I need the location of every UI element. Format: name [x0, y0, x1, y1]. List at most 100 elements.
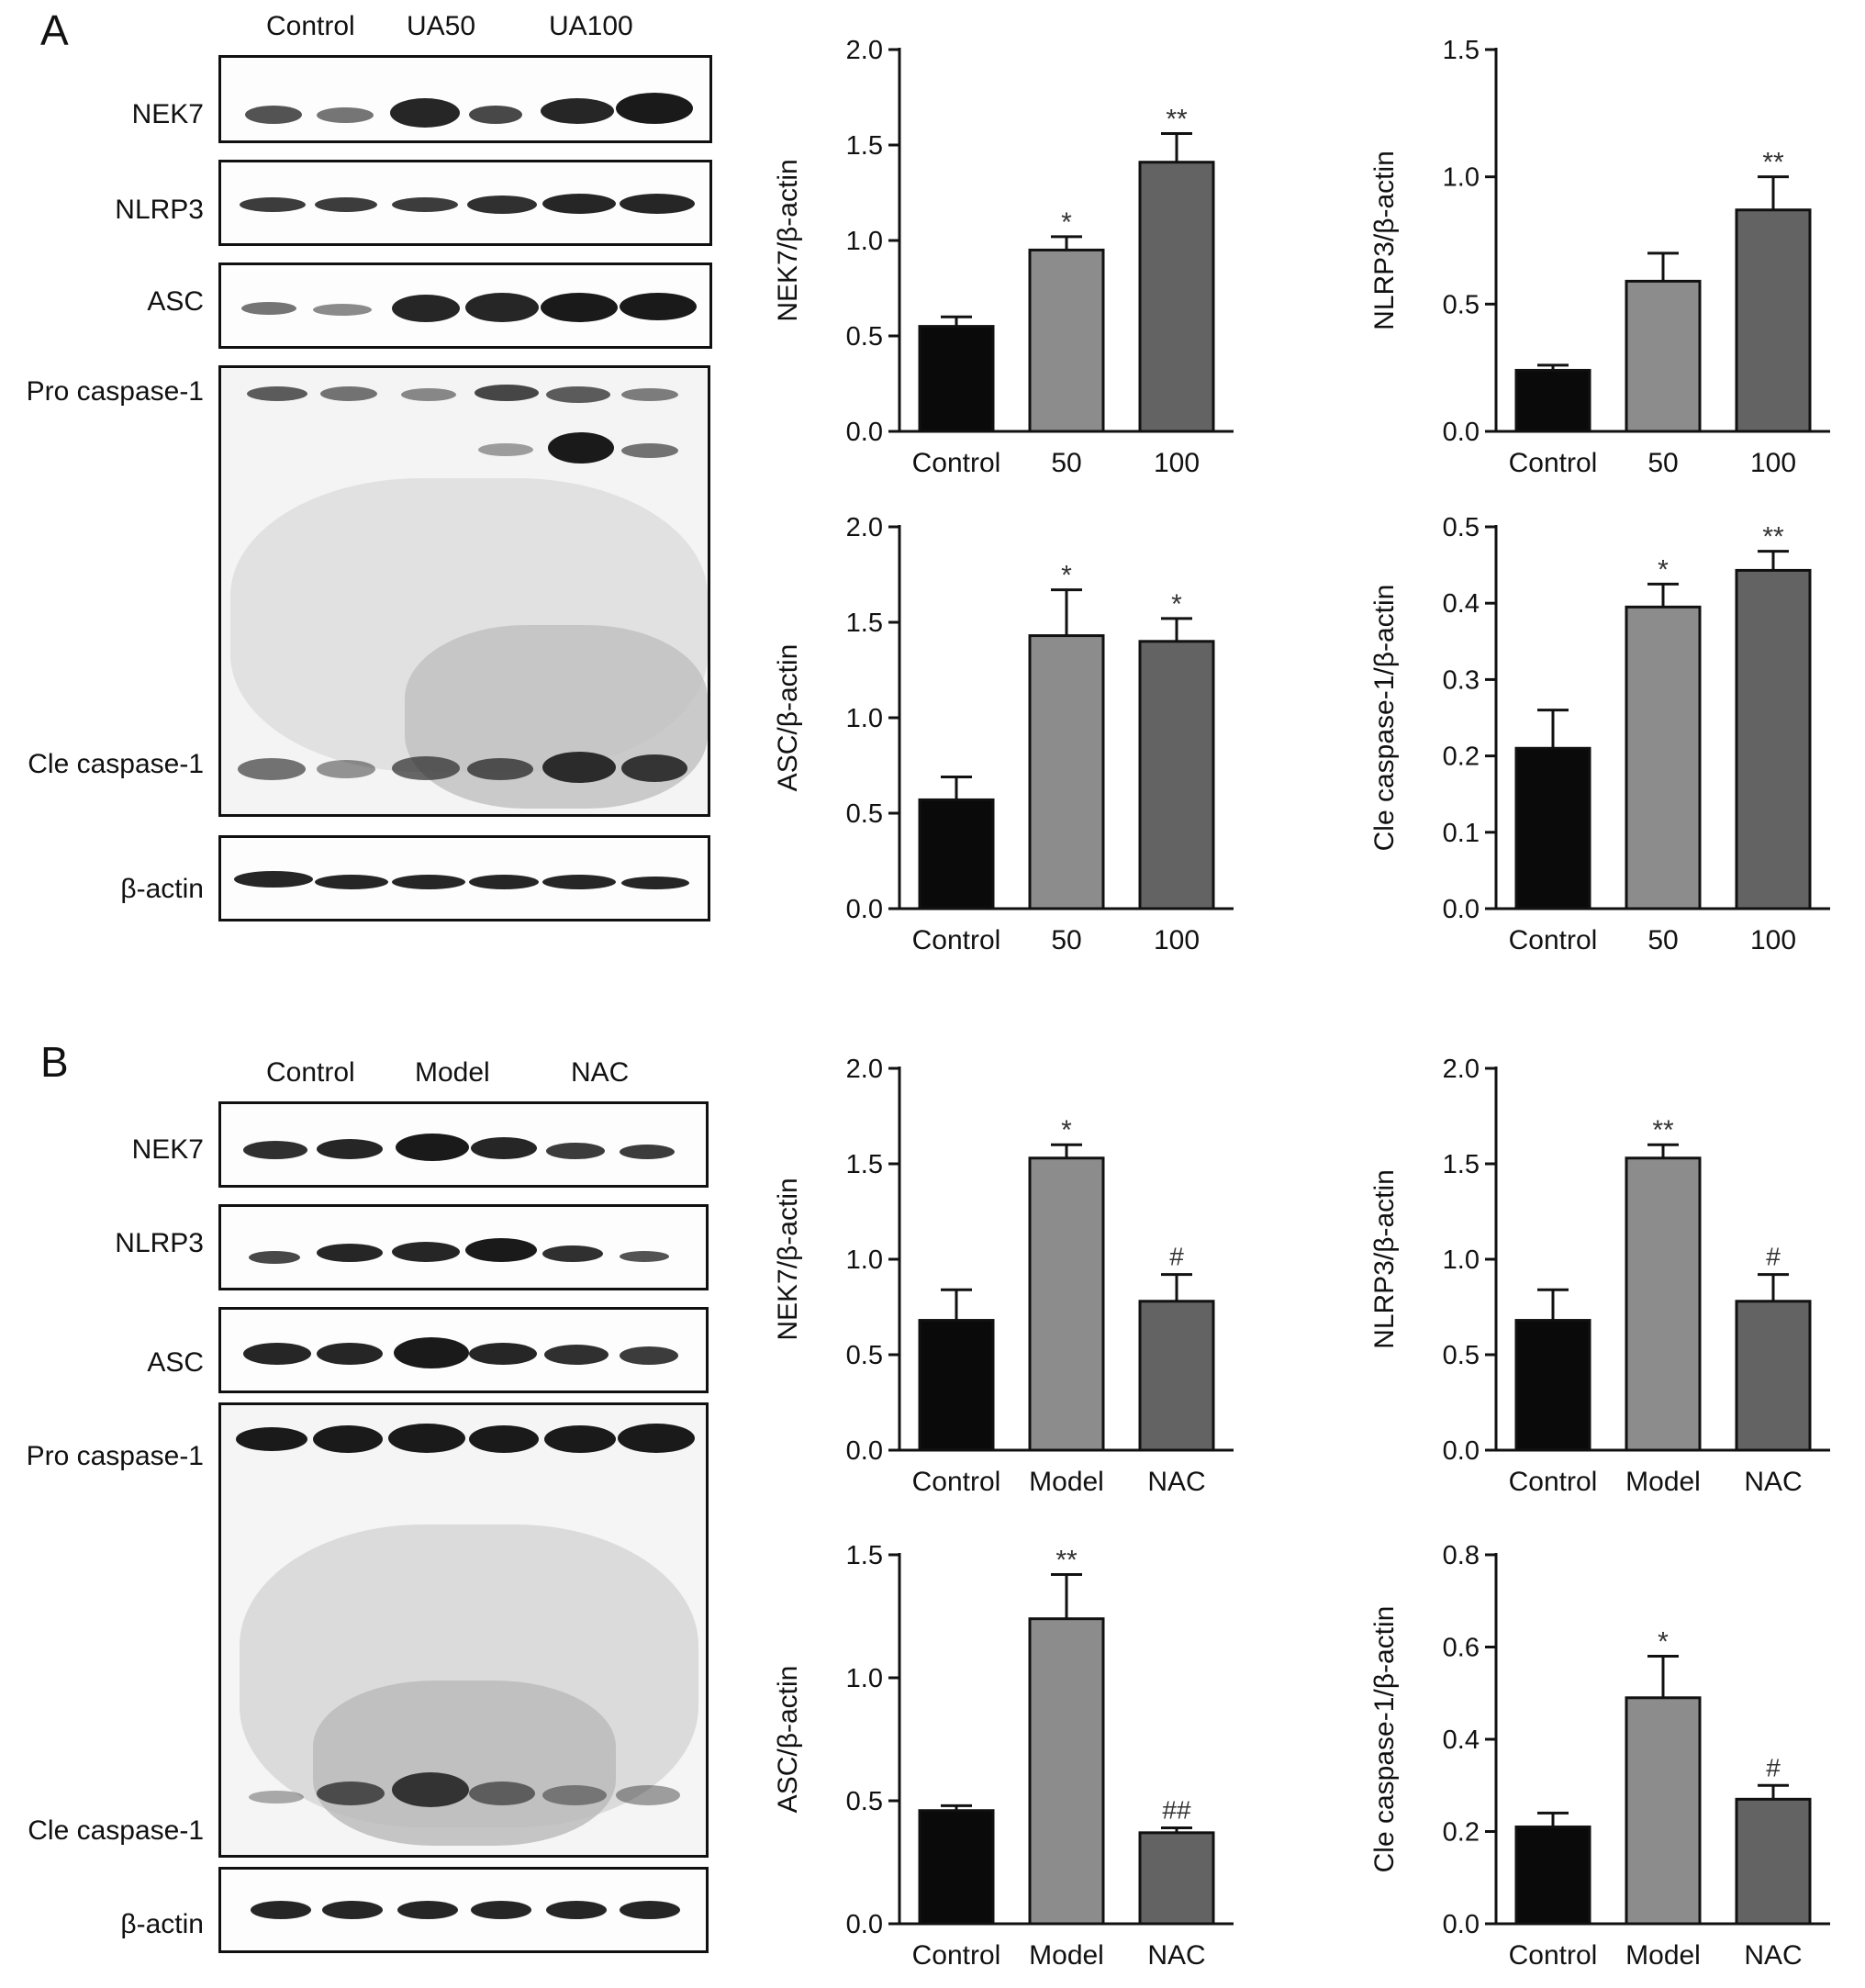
- blot-label-beta-actin-b: β-actin: [120, 1909, 204, 1939]
- y-tick-label: 0.5: [846, 799, 883, 829]
- blot-label-asc-b: ASC: [147, 1347, 204, 1378]
- y-tick-label: 0.2: [1443, 1818, 1480, 1848]
- x-tick-label: NAC: [1744, 1467, 1802, 1497]
- bar: [1625, 1696, 1702, 1926]
- blot-label-cle-caspase1: Cle caspase-1: [28, 749, 204, 779]
- significance-label: *: [1061, 207, 1072, 238]
- y-tick-label: 0.0: [846, 1910, 883, 1939]
- blot-image-caspase1-b: [218, 1402, 709, 1858]
- significance-label: **: [1652, 1115, 1674, 1145]
- x-tick-label: 50: [1647, 448, 1678, 478]
- y-axis-label: ASC/β-actin: [773, 644, 803, 792]
- bar: [1625, 1156, 1702, 1452]
- y-axis-label: NEK7/β-actin: [773, 159, 803, 321]
- x-tick-label: Model: [1625, 1467, 1701, 1497]
- bar-chart-b-nlrp3: NLRP3/β-actin 0.0 0.5 1.0 1.5 2.0 Control ** Mod…: [1369, 1055, 1830, 1497]
- y-tick-label: 1.0: [1443, 163, 1480, 193]
- y-tick-label: 2.0: [846, 513, 883, 542]
- y-tick-label: 0.4: [1443, 589, 1480, 619]
- significance-label: #: [1766, 1243, 1781, 1271]
- blot-label-asc: ASC: [147, 286, 204, 317]
- significance-label: **: [1762, 522, 1784, 553]
- bar: [1138, 640, 1215, 910]
- y-tick-label: 2.0: [1443, 1055, 1480, 1084]
- blot-image-caspase1: [218, 365, 710, 817]
- y-tick-label: 0.0: [1443, 1436, 1480, 1466]
- bar: [918, 798, 995, 910]
- x-tick-label: 50: [1051, 925, 1081, 955]
- x-tick-label: NAC: [1147, 1467, 1205, 1497]
- bar: [1138, 1300, 1215, 1452]
- blot-image-beta-actin: [218, 835, 710, 921]
- bar-chart-a-nek7: NEK7/β-actin 0.0 0.5 1.0 1.5 2.0 Control * 50 ** 1…: [773, 36, 1234, 478]
- x-tick-label: Control: [912, 448, 1001, 478]
- x-tick-label: 100: [1750, 925, 1796, 955]
- y-tick-label: 1.5: [846, 609, 883, 638]
- lane-header-ua100: UA100: [549, 11, 633, 41]
- y-tick-label: 1.0: [846, 1664, 883, 1693]
- panel-b-letter: B: [40, 1038, 69, 1086]
- blot-image-nek7-b: [218, 1101, 709, 1188]
- blot-label-nlrp3-b: NLRP3: [115, 1228, 204, 1258]
- x-tick-label: Model: [1029, 1467, 1104, 1497]
- lane-header-control: Control: [266, 11, 355, 41]
- x-tick-label: NAC: [1147, 1940, 1205, 1971]
- blot-label-nek7-b: NEK7: [131, 1134, 204, 1165]
- significance-label: #: [1169, 1243, 1184, 1271]
- blot-image-asc: [218, 262, 712, 349]
- y-tick-label: 0.5: [1443, 1341, 1480, 1370]
- panel-a-letter: A: [40, 6, 69, 54]
- y-tick-label: 0.6: [1443, 1634, 1480, 1663]
- bar: [1138, 161, 1215, 433]
- y-axis-label: NLRP3/β-actin: [1369, 151, 1400, 330]
- x-tick-label: 50: [1647, 925, 1678, 955]
- y-tick-label: 0.1: [1443, 819, 1480, 848]
- lane-header-ua50: UA50: [407, 11, 476, 41]
- y-axis-label: Cle caspase-1/β-actin: [1369, 585, 1400, 852]
- x-tick-label: Control: [912, 1467, 1001, 1497]
- bar: [1028, 634, 1105, 910]
- significance-label: *: [1658, 1627, 1669, 1658]
- y-tick-label: 1.5: [846, 1150, 883, 1179]
- bar: [1625, 279, 1702, 433]
- bar: [1735, 1797, 1812, 1926]
- y-tick-label: 0.0: [846, 418, 883, 447]
- blot-image-nlrp3: [218, 160, 712, 246]
- bar-chart-b-nek7: NEK7/β-actin 0.0 0.5 1.0 1.5 2.0 Control * Model…: [773, 1055, 1234, 1497]
- significance-label: **: [1055, 1545, 1078, 1575]
- bar: [1514, 1825, 1591, 1926]
- y-tick-label: 0.0: [846, 1436, 883, 1466]
- bar: [1028, 248, 1105, 433]
- y-tick-label: 0.0: [1443, 895, 1480, 924]
- significance-label: #: [1766, 1753, 1781, 1781]
- y-tick-label: 0.2: [1443, 743, 1480, 772]
- x-tick-label: Control: [1509, 448, 1598, 478]
- significance-label: *: [1658, 554, 1669, 585]
- bar: [918, 325, 995, 433]
- significance-label: **: [1762, 148, 1784, 178]
- y-tick-label: 2.0: [846, 36, 883, 65]
- lane-header-model: Model: [415, 1057, 490, 1088]
- y-tick-label: 1.5: [846, 131, 883, 161]
- blot-label-pro-caspase1-b: Pro caspase-1: [26, 1441, 204, 1471]
- bar: [1514, 746, 1591, 910]
- y-tick-label: 0.3: [1443, 665, 1480, 695]
- x-tick-label: Control: [1509, 1467, 1598, 1497]
- x-tick-label: Control: [1509, 1940, 1598, 1971]
- y-tick-label: 1.5: [1443, 36, 1480, 65]
- bar: [918, 1319, 995, 1452]
- blot-label-cle-caspase1-b: Cle caspase-1: [28, 1815, 204, 1846]
- significance-label: ##: [1162, 1795, 1191, 1824]
- blot-image-beta-actin-b: [218, 1867, 709, 1953]
- blot-label-beta-actin: β-actin: [120, 874, 204, 904]
- y-tick-label: 0.0: [846, 895, 883, 924]
- y-tick-label: 0.0: [1443, 1910, 1480, 1939]
- bar: [1514, 1319, 1591, 1452]
- x-tick-label: Control: [912, 1940, 1001, 1971]
- significance-label: **: [1166, 105, 1188, 135]
- y-tick-label: 0.4: [1443, 1726, 1480, 1755]
- x-tick-label: Control: [912, 925, 1001, 955]
- bar-chart-b-cle-caspase1: Cle caspase-1/β-actin 0.0 0.2 0.4 0.6 0.8 Cont…: [1369, 1541, 1830, 1971]
- y-tick-label: 0.0: [1443, 418, 1480, 447]
- y-tick-label: 0.8: [1443, 1541, 1480, 1570]
